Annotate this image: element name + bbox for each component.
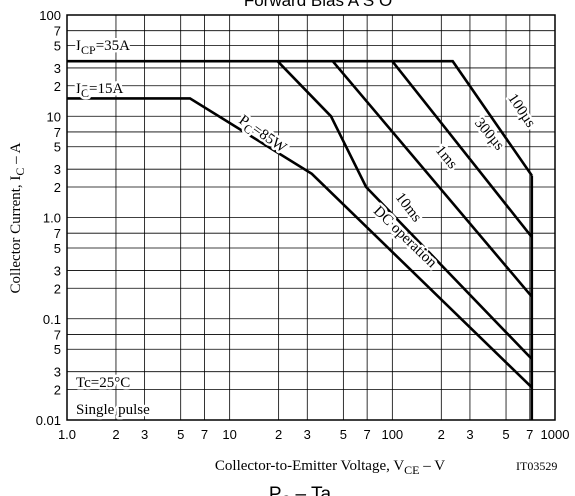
annotation: IC=15A [76, 81, 123, 100]
plot-frame [66, 14, 556, 421]
y-tick-label: 10 [47, 109, 61, 124]
series-line [391, 60, 533, 238]
annotation: ICP=35A [76, 38, 130, 57]
y-axis-title-sub: C [13, 168, 27, 176]
y-tick-label: 7 [54, 24, 61, 39]
x-tick-label: 7 [364, 427, 371, 442]
bottom-title-tail: – Ta [290, 484, 331, 496]
x-axis-title-text: Collector-to-Emitter Voltage, V [215, 458, 404, 474]
y-tick-label: 5 [54, 140, 61, 155]
x-tick-label: 7 [201, 427, 208, 442]
y-tick-label: 5 [54, 38, 61, 53]
y-tick-label: 7 [54, 125, 61, 140]
x-tick-label: 3 [466, 427, 473, 442]
y-tick-label: 7 [54, 327, 61, 342]
y-axis-title-tail: – A [8, 142, 24, 167]
series-line [67, 97, 533, 389]
annotation-text: I [76, 38, 81, 54]
chart-title: Forward Bias A S O [244, 0, 392, 10]
annotation-tail: =15A [89, 81, 123, 97]
y-tick-label: 0.1 [43, 312, 61, 327]
x-tick-label: 1.0 [58, 427, 76, 442]
annotation-text: Tc=25°C [76, 375, 130, 391]
y-axis-title-text: Collector Current, I [8, 176, 24, 294]
y-tick-label: 3 [54, 365, 61, 380]
bottom-title-sub: C [282, 493, 291, 496]
annotation: Single pulse [76, 402, 150, 418]
y-tick-label: 2 [54, 180, 61, 195]
y-tick-label: 2 [54, 383, 61, 398]
annotation-text: I [76, 81, 81, 97]
annotation-sub: CP [81, 43, 96, 57]
x-axis-title: Collector-to-Emitter Voltage, VCE – V [215, 458, 445, 477]
series-line [331, 60, 533, 298]
y-tick-label: 2 [54, 79, 61, 94]
y-tick-label: 5 [54, 241, 61, 256]
x-tick-label: 100 [381, 427, 403, 442]
series-line [67, 59, 533, 177]
x-tick-label: 7 [526, 427, 533, 442]
y-tick-label: 1.0 [43, 211, 61, 226]
annotation-tail: =35A [96, 38, 130, 54]
y-tick-label: 5 [54, 342, 61, 357]
x-axis-title-tail: – V [420, 458, 446, 474]
x-tick-label: 2 [112, 427, 119, 442]
x-tick-label: 2 [275, 427, 282, 442]
x-axis-title-sub: CE [404, 463, 419, 477]
annotation-sub: C [81, 86, 89, 100]
annotation-text: Single pulse [76, 402, 150, 418]
annotation: Tc=25°C [76, 375, 130, 391]
x-tick-label: 5 [340, 427, 347, 442]
y-axis-title: Collector Current, IC – A [8, 142, 27, 293]
x-tick-label: 2 [438, 427, 445, 442]
series-line [276, 60, 533, 360]
x-tick-label: 10 [222, 427, 236, 442]
y-tick-label: 0.01 [36, 413, 61, 428]
y-tick-label: 7 [54, 226, 61, 241]
bottom-title-text: P [269, 484, 282, 496]
x-tick-label: 3 [304, 427, 311, 442]
bottom-title: PC – Ta [269, 484, 332, 496]
y-tick-label: 3 [54, 61, 61, 76]
y-tick-label: 100 [39, 8, 61, 23]
x-tick-label: 3 [141, 427, 148, 442]
x-tick-label: 5 [502, 427, 509, 442]
x-tick-label: 5 [177, 427, 184, 442]
x-tick-label: 1000 [541, 427, 570, 442]
figure-id: IT03529 [516, 459, 557, 473]
y-tick-label: 2 [54, 281, 61, 296]
y-tick-label: 3 [54, 162, 61, 177]
y-tick-label: 3 [54, 263, 61, 278]
